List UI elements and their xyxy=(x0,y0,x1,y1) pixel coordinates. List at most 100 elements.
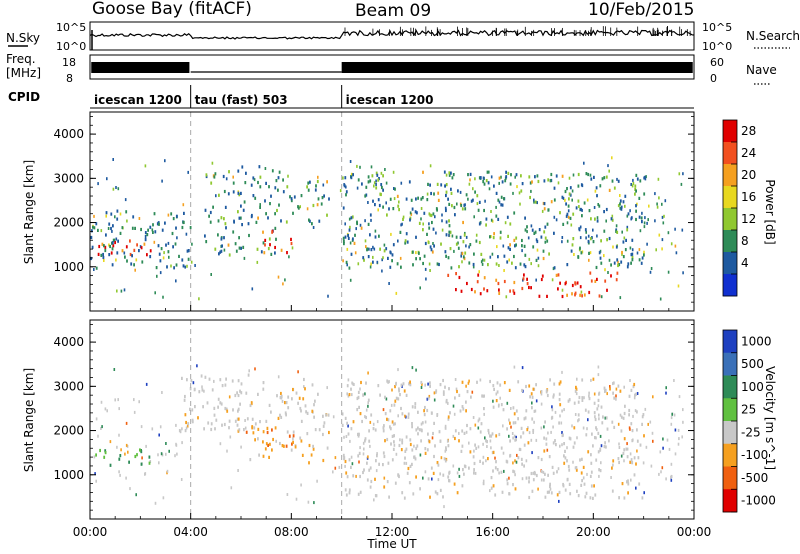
echo-cell xyxy=(304,404,307,408)
echo-cell xyxy=(385,201,387,205)
echo-cell xyxy=(540,402,543,406)
echo-cell xyxy=(287,406,290,410)
echo-cell xyxy=(441,228,444,232)
echo-cell xyxy=(120,448,122,452)
echo-cell xyxy=(552,395,555,399)
echo-cell xyxy=(322,414,324,418)
echo-cell xyxy=(138,249,140,253)
echo-cell xyxy=(596,407,599,411)
echo-cell xyxy=(604,388,607,392)
echo-cell xyxy=(406,471,409,475)
echo-cell xyxy=(588,397,591,401)
echo-cell xyxy=(631,248,634,252)
echo-cell xyxy=(259,205,261,209)
echo-cell xyxy=(409,383,412,387)
echo-cell xyxy=(291,442,293,446)
echo-cell xyxy=(322,424,325,428)
echo-cell xyxy=(497,198,500,202)
echo-cell xyxy=(462,240,465,244)
echo-cell xyxy=(631,252,634,256)
echo-cell xyxy=(629,460,632,464)
echo-cell xyxy=(442,473,445,477)
echo-cell xyxy=(408,382,410,386)
echo-cell xyxy=(189,387,192,391)
echo-cell xyxy=(283,444,285,448)
echo-cell xyxy=(438,430,441,434)
echo-cell xyxy=(445,254,447,258)
echo-cell xyxy=(624,194,627,198)
echo-cell xyxy=(241,165,244,169)
echo-cell xyxy=(620,260,623,264)
echo-cell xyxy=(191,418,194,422)
echo-cell xyxy=(367,401,369,405)
freq-tick-bottom: 8 xyxy=(66,72,73,85)
echo-cell xyxy=(641,256,644,260)
echo-cell xyxy=(502,424,504,428)
echo-cell xyxy=(581,250,584,254)
echo-cell xyxy=(275,237,277,241)
echo-cell xyxy=(348,393,351,397)
echo-cell xyxy=(304,387,306,391)
echo-cell xyxy=(383,485,386,489)
echo-cell xyxy=(293,195,296,199)
echo-cell xyxy=(433,391,436,395)
echo-cell xyxy=(114,398,116,402)
echo-cell xyxy=(149,460,152,463)
echo-cell xyxy=(232,230,235,234)
echo-cell xyxy=(631,255,634,260)
echo-cell xyxy=(398,208,400,212)
echo-cell xyxy=(316,203,319,207)
echo-cell xyxy=(509,439,511,443)
echo-cell xyxy=(488,431,490,435)
echo-cell xyxy=(374,229,377,233)
echo-cell xyxy=(411,207,414,211)
echo-cell xyxy=(125,210,128,214)
echo-cell xyxy=(448,479,451,483)
echo-cell xyxy=(566,187,568,191)
echo-cell xyxy=(553,186,556,190)
echo-cell xyxy=(624,204,626,208)
echo-cell xyxy=(385,181,388,185)
echo-cell xyxy=(615,224,618,228)
echo-cell xyxy=(407,412,410,416)
echo-cell xyxy=(415,257,417,261)
echo-cell xyxy=(619,296,622,300)
echo-cell xyxy=(100,400,103,404)
echo-cell xyxy=(462,255,465,259)
echo-cell xyxy=(479,430,482,434)
echo-cell xyxy=(634,393,636,397)
echo-cell xyxy=(514,266,517,270)
echo-cell xyxy=(512,406,515,410)
echo-cell xyxy=(350,176,353,180)
echo-cell xyxy=(451,204,453,208)
echo-cell xyxy=(262,230,264,234)
echo-cell xyxy=(345,471,348,475)
echo-cell xyxy=(397,204,400,208)
echo-cell xyxy=(633,473,636,477)
echo-cell xyxy=(540,235,543,239)
echo-cell xyxy=(181,427,183,431)
echo-cell xyxy=(451,176,454,180)
echo-cell xyxy=(120,289,123,293)
echo-cell xyxy=(144,164,147,168)
echo-cell xyxy=(411,405,414,409)
echo-cell xyxy=(513,291,516,295)
echo-cell xyxy=(205,240,208,244)
echo-cell xyxy=(225,226,227,230)
echo-cell xyxy=(109,463,112,467)
echo-cell xyxy=(483,412,485,416)
echo-cell xyxy=(379,247,381,251)
echo-cell xyxy=(178,429,181,433)
echo-cell xyxy=(497,404,500,408)
echo-cell xyxy=(307,181,310,185)
echo-cell xyxy=(508,258,510,262)
echo-cell xyxy=(571,198,573,202)
echo-cell xyxy=(419,257,421,261)
echo-cell xyxy=(129,239,131,243)
echo-cell xyxy=(362,441,365,445)
echo-cell xyxy=(608,169,610,173)
echo-cell xyxy=(474,290,476,294)
echo-cell xyxy=(629,379,631,382)
echo-cell xyxy=(665,477,667,481)
echo-cell xyxy=(465,244,467,248)
